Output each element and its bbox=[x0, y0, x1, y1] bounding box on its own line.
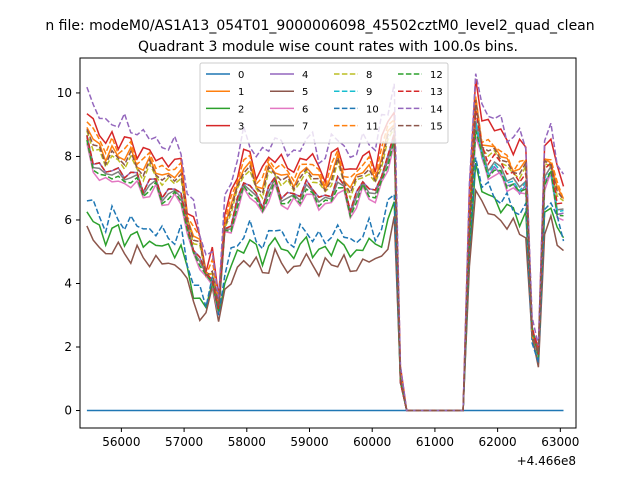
x-tick-label: 63000 bbox=[541, 435, 579, 449]
series-line-14 bbox=[86, 73, 565, 412]
x-tick-label: 62000 bbox=[479, 435, 517, 449]
x-axis: 56000 57000 58000 59000 60000 61000 62000 63000 bbox=[102, 428, 579, 449]
y-tick-label: 4 bbox=[64, 276, 72, 290]
x-tick-label: 61000 bbox=[416, 435, 454, 449]
legend-label-4: 4 bbox=[302, 70, 308, 81]
legend-label-2: 2 bbox=[238, 104, 244, 115]
series-line-2 bbox=[86, 162, 565, 412]
y-axis: 0 2 4 6 8 10 bbox=[57, 86, 80, 418]
legend-label-8: 8 bbox=[366, 70, 372, 81]
legend-label-11: 11 bbox=[366, 122, 379, 133]
chart-title: Quadrant 3 module wise count rates with … bbox=[138, 39, 518, 55]
legend-label-7: 7 bbox=[302, 122, 308, 133]
plot-area-frame bbox=[79, 57, 577, 429]
x-tick-label: 56000 bbox=[102, 435, 140, 449]
legend-label-1: 1 bbox=[238, 87, 244, 98]
series-line-12 bbox=[86, 130, 564, 412]
y-tick-label: 2 bbox=[64, 340, 72, 354]
x-tick-label: 59000 bbox=[290, 435, 328, 449]
legend-label-13: 13 bbox=[430, 87, 443, 98]
legend-label-12: 12 bbox=[430, 70, 443, 81]
series-line-10 bbox=[86, 157, 565, 412]
series-line-3 bbox=[86, 78, 565, 412]
series-line-11 bbox=[86, 96, 565, 412]
figure-suptitle: n file: modeM0/AS1A13_054T01_9000006098_… bbox=[45, 18, 594, 34]
legend-label-3: 3 bbox=[238, 122, 244, 133]
legend-label-9: 9 bbox=[366, 87, 372, 98]
series-line-15 bbox=[86, 99, 565, 412]
series-line-5 bbox=[86, 188, 564, 412]
x-tick-label: 58000 bbox=[228, 435, 266, 449]
series-line-13 bbox=[86, 110, 564, 412]
legend-label-6: 6 bbox=[302, 104, 308, 115]
y-tick-label: 8 bbox=[64, 149, 72, 163]
legend-frame bbox=[199, 62, 449, 144]
legend-label-5: 5 bbox=[302, 87, 308, 98]
y-tick-label: 10 bbox=[57, 86, 72, 100]
legend-label-14: 14 bbox=[430, 104, 443, 115]
y-tick-label: 6 bbox=[64, 213, 72, 227]
legend-label-10: 10 bbox=[366, 104, 379, 115]
x-tick-label: 57000 bbox=[165, 435, 203, 449]
legend-label-0: 0 bbox=[238, 70, 244, 81]
series-layer bbox=[86, 73, 565, 412]
legend-label-15: 15 bbox=[430, 122, 443, 133]
x-axis-offset-text: +4.466e8 bbox=[517, 454, 576, 468]
x-tick-label: 60000 bbox=[353, 435, 391, 449]
y-tick-label: 0 bbox=[64, 404, 72, 418]
series-line-7 bbox=[86, 120, 564, 412]
